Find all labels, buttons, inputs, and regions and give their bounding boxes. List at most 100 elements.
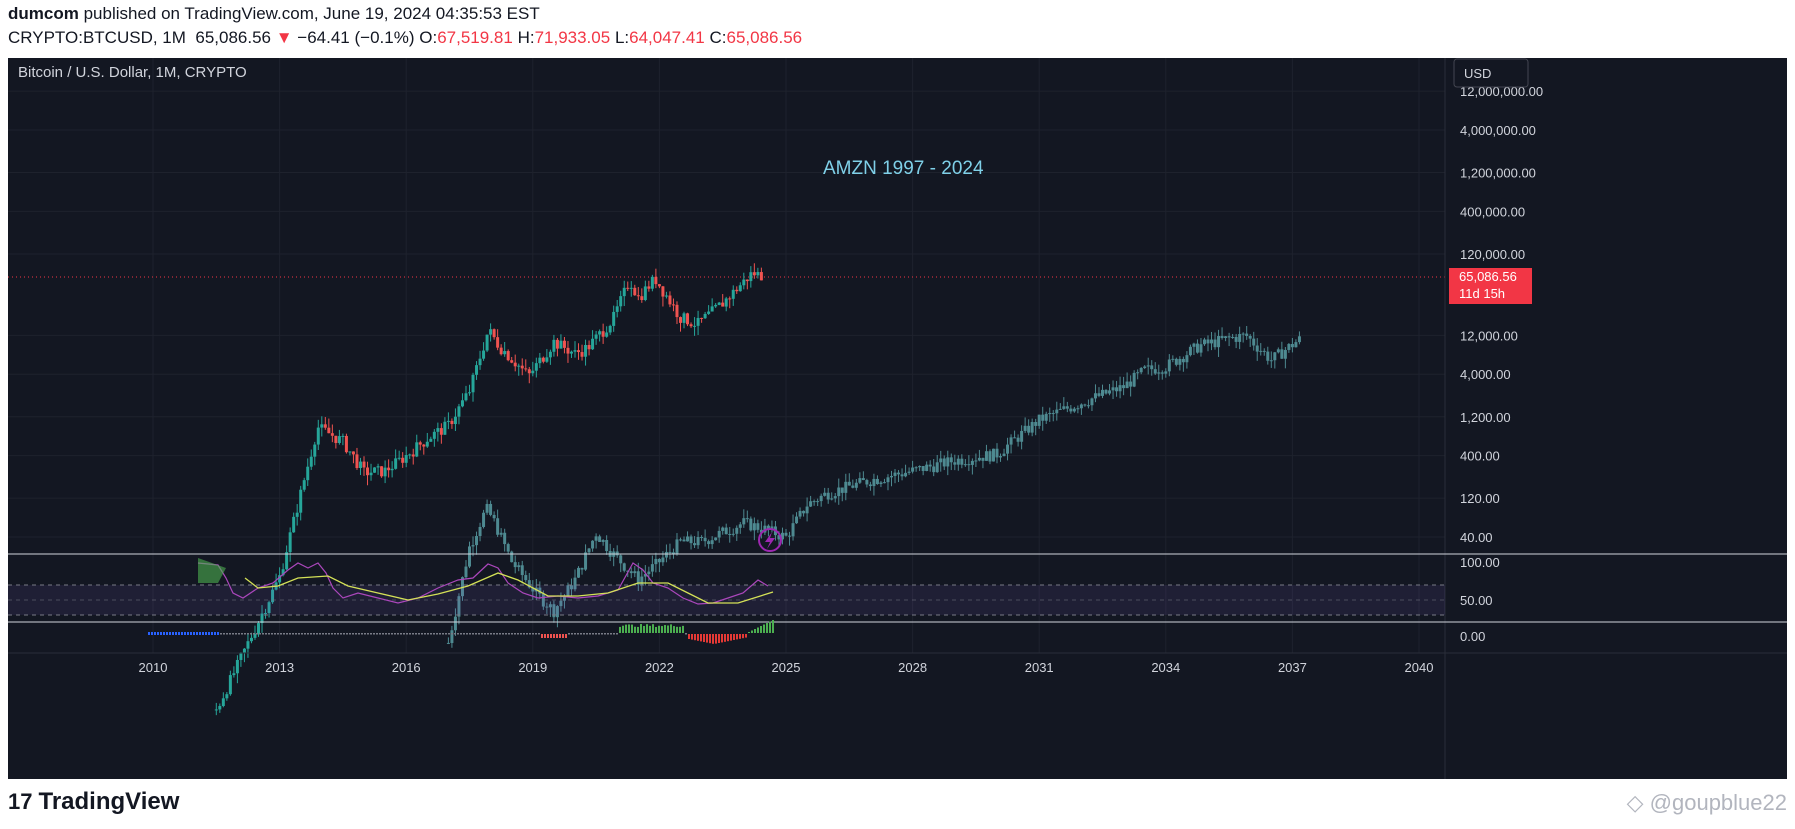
btc-candle: [503, 351, 507, 355]
amzn-bar: [1108, 390, 1112, 394]
amzn-bar: [541, 593, 545, 607]
oscillator-bar: [769, 621, 771, 633]
oscillator-bar: [529, 633, 531, 635]
oscillator-bar: [313, 633, 315, 635]
btc-candle: [612, 311, 616, 326]
oscillator-bar: [451, 633, 453, 635]
chart-svg[interactable]: Bitcoin / U.S. Dollar, 1M, CRYPTO AMZN 1…: [8, 58, 1787, 779]
oscillator-bar: [595, 633, 597, 635]
amzn-bar: [749, 518, 753, 531]
amzn-bar: [453, 616, 457, 631]
time-axis[interactable]: 2010 2013 2016 2019 2022 2025 2028 2031 2034 2037…: [139, 660, 1434, 675]
amzn-bar: [1269, 360, 1273, 362]
oscillator-bar: [430, 633, 432, 635]
oscillator-bar: [466, 633, 468, 635]
oscillator-bar: [520, 633, 522, 635]
rsi-line: [197, 562, 769, 605]
amzn-bar: [893, 472, 897, 476]
amzn-bar: [963, 464, 967, 466]
price-axis[interactable]: [1445, 58, 1787, 779]
oscillator-bar: [592, 633, 594, 635]
oscillator-bar: [484, 633, 486, 635]
amzn-bar: [513, 562, 517, 568]
btc-candle: [749, 272, 753, 282]
btc-candle: [429, 438, 433, 442]
oscillator-bar: [391, 633, 393, 635]
btc-candle: [714, 304, 718, 307]
btc-candle: [735, 289, 739, 292]
amzn-bar: [1143, 366, 1147, 368]
btc-candle: [566, 347, 570, 354]
amzn-bar: [967, 464, 971, 466]
oscillator-bar: [310, 633, 312, 635]
lightning-icon[interactable]: [758, 528, 782, 552]
amzn-bar: [911, 467, 915, 472]
usd-button[interactable]: USD: [1453, 58, 1529, 88]
oscillator-bar: [664, 625, 666, 633]
oscillator-bar: [682, 625, 684, 633]
oscillator-bar: [685, 633, 687, 635]
oscillator-bar: [256, 633, 258, 635]
amzn-bar: [569, 585, 573, 590]
amzn-bar: [872, 478, 876, 487]
amzn-bar: [506, 544, 510, 552]
amzn-bar: [717, 530, 721, 538]
amzn-bar: [633, 571, 637, 574]
amzn-bar: [446, 642, 450, 644]
amzn-bar: [468, 546, 471, 567]
btc-candle: [728, 298, 732, 300]
btc-candle: [538, 357, 542, 364]
amzn-bar: [471, 545, 475, 547]
amzn-bar: [921, 466, 925, 471]
amzn-bar: [475, 536, 479, 546]
btc-candle: [661, 286, 665, 297]
amzn-bar: [619, 555, 623, 564]
btc-candle: [482, 350, 486, 359]
chart-area[interactable]: Bitcoin / U.S. Dollar, 1M, CRYPTO AMZN 1…: [8, 58, 1787, 779]
amzn-bar: [682, 539, 686, 542]
price-tick-label: 12,000,000.00: [1460, 84, 1543, 99]
oscillator-bar: [544, 634, 546, 638]
btc-candle: [394, 458, 398, 469]
amzn-bar: [981, 457, 985, 461]
time-tick-label: 2025: [772, 660, 801, 675]
amzn-bar: [615, 551, 619, 556]
oscillator-bar: [718, 634, 720, 643]
amzn-bar: [721, 527, 725, 531]
oscillator-bar: [370, 633, 372, 635]
btc-candle: [548, 351, 552, 358]
amzn-bar: [594, 536, 598, 541]
price-tick-label: 120.00: [1460, 491, 1500, 506]
amzn-bar: [1041, 414, 1045, 421]
oscillator-bar: [766, 623, 768, 633]
oscillator-bar: [358, 633, 360, 635]
amzn-bar: [1020, 430, 1024, 442]
amzn-bar: [932, 466, 936, 473]
amzn-bar: [1023, 425, 1027, 431]
oscillator-bar: [547, 634, 549, 638]
oscillator-bar: [208, 632, 210, 635]
amzn-bar: [999, 456, 1003, 458]
oscillator-bar: [169, 632, 171, 635]
btc-candle: [756, 272, 760, 276]
oscillator-bars: [148, 620, 774, 644]
ohlc-line: CRYPTO:BTCUSD, 1M 65,086.56 ▼ −64.41 (−0…: [8, 28, 802, 48]
amzn-bar: [598, 536, 602, 542]
amzn-bar: [830, 498, 834, 500]
oscillator-bar: [352, 633, 354, 635]
close-value: 65,086.56: [726, 28, 803, 47]
btc-candle: [489, 329, 493, 335]
amzn-bar: [784, 532, 788, 536]
oscillator-bar: [199, 632, 201, 635]
oscillator-bar: [349, 633, 351, 635]
btc-candle: [577, 350, 581, 353]
btc-candle: [471, 374, 475, 393]
amzn-bar: [1199, 344, 1203, 353]
tradingview-logo[interactable]: 17 TradingView: [8, 788, 179, 816]
rsi-band: [8, 585, 1445, 615]
amzn-bar: [703, 537, 707, 542]
btc-candle: [380, 466, 384, 477]
amzn-bar: [1171, 358, 1175, 360]
amzn-bar: [1048, 413, 1052, 415]
btc-candle: [693, 325, 697, 327]
